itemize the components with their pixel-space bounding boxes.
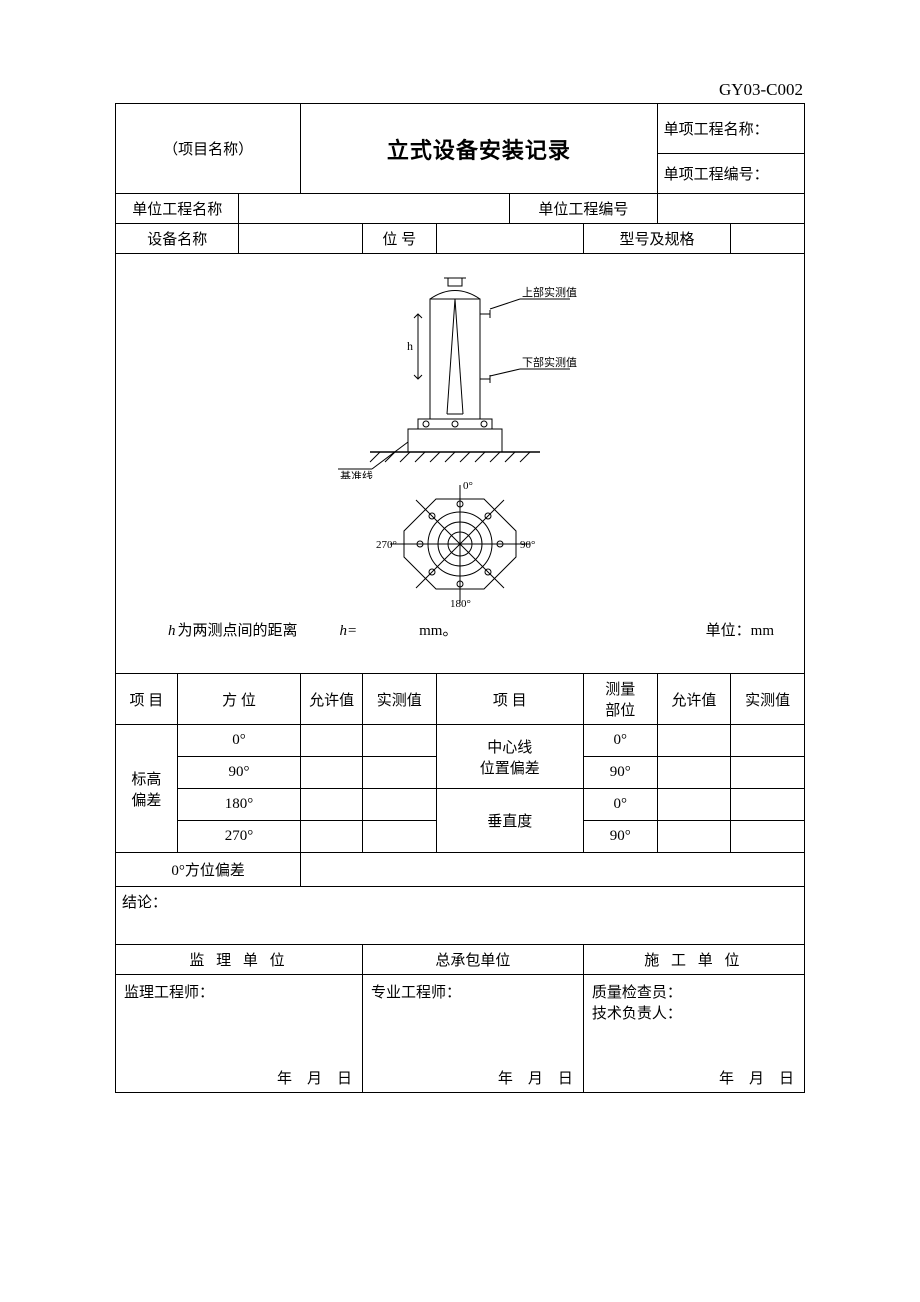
unit-code-value[interactable] [657, 194, 804, 224]
plan-diagram: 0° 90° 180° 270° [360, 479, 560, 609]
form-page: GY03-C002 （项目名称） 立式设备安装记录 单项工程名称： 单项工程编号… [0, 0, 920, 1153]
right-item1: 中心线 位置偏差 [436, 725, 583, 789]
th-allow2: 允许值 [657, 674, 731, 725]
part-r2-0: 0° [583, 789, 657, 821]
meas-0[interactable] [362, 725, 436, 757]
orient-90: 90° [177, 757, 300, 789]
angle-90: 90° [520, 539, 535, 551]
footer-h2: 总承包单位 [362, 945, 583, 975]
right-item2: 垂直度 [436, 789, 583, 853]
date-2[interactable]: 年 月 日 [362, 1063, 583, 1093]
allow-180[interactable] [301, 789, 363, 821]
project-name-cell: （项目名称） [116, 104, 301, 194]
datum-label: 基准线 [340, 469, 373, 479]
meas-r2-0[interactable] [731, 789, 805, 821]
conclusion-label: 结论： [122, 895, 167, 911]
h-label: h [407, 339, 413, 353]
tag-label: 位 号 [362, 224, 436, 254]
sig-contractor-label: 专业工程师： [371, 985, 461, 1001]
diagram-cell: 上部实测值 下部实测值 h 基准线 [116, 254, 805, 674]
th-meas2: 实测值 [731, 674, 805, 725]
vessel-diagram: 上部实测值 下部实测值 h 基准线 [310, 264, 610, 479]
meas-270[interactable] [362, 821, 436, 853]
meas-180[interactable] [362, 789, 436, 821]
allow-270[interactable] [301, 821, 363, 853]
unit-name-value[interactable] [239, 194, 510, 224]
equip-name-label: 设备名称 [116, 224, 239, 254]
allow-r1-90[interactable] [657, 757, 731, 789]
document-code: GY03-C002 [115, 80, 805, 100]
date-3[interactable]: 年 月 日 [583, 1063, 804, 1093]
lower-meas-label: 下部实测值 [522, 355, 577, 369]
footer-h1: 监 理 单 位 [116, 945, 363, 975]
orient-0: 0° [177, 725, 300, 757]
sig-tech-label: 技术负责人： [592, 1002, 796, 1023]
th-project: 项 目 [116, 674, 178, 725]
th-allow: 允许值 [301, 674, 363, 725]
sig-qc-label: 质量检查员： [592, 981, 796, 1002]
angle-180: 180° [450, 598, 471, 609]
model-value[interactable] [731, 224, 805, 254]
angle-0: 0° [463, 480, 473, 492]
meas-r1-90[interactable] [731, 757, 805, 789]
allow-90[interactable] [301, 757, 363, 789]
allow-r2-90[interactable] [657, 821, 731, 853]
meas-r2-90[interactable] [731, 821, 805, 853]
unit-code-label: 单位工程编号 [510, 194, 657, 224]
subproject-name-label: 单项工程名称： [657, 104, 804, 154]
allow-r2-0[interactable] [657, 789, 731, 821]
meas-r1-0[interactable] [731, 725, 805, 757]
tag-value[interactable] [436, 224, 583, 254]
upper-meas-label: 上部实测值 [522, 285, 577, 299]
zero-dev-label: 0°方位偏差 [116, 853, 301, 887]
main-table: （项目名称） 立式设备安装记录 单项工程名称： 单项工程编号： 单位工程名称 单… [115, 103, 805, 1093]
sig-supervisor-label: 监理工程师： [124, 985, 214, 1001]
unit-label: 单位：mm [706, 619, 774, 640]
diagram-note: h 为两测点间的距离 h= mm。 单位：mm [116, 609, 804, 654]
zero-dev-value[interactable] [301, 853, 805, 887]
conclusion-cell[interactable]: 结论： [116, 887, 805, 945]
note-eq: h= [340, 623, 358, 640]
allow-r1-0[interactable] [657, 725, 731, 757]
part-r2-90: 90° [583, 821, 657, 853]
form-title: 立式设备安装记录 [301, 104, 657, 194]
subproject-code-label: 单项工程编号： [657, 154, 804, 194]
angle-270: 270° [376, 539, 397, 551]
part-r1-0: 0° [583, 725, 657, 757]
note-mm: mm。 [419, 619, 457, 640]
sig-builder[interactable]: 质量检查员： 技术负责人： [583, 975, 804, 1063]
orient-270: 270° [177, 821, 300, 853]
meas-90[interactable] [362, 757, 436, 789]
unit-name-label: 单位工程名称 [116, 194, 239, 224]
part-r1-90: 90° [583, 757, 657, 789]
orient-180: 180° [177, 789, 300, 821]
equip-name-value[interactable] [239, 224, 362, 254]
allow-0[interactable] [301, 725, 363, 757]
sig-supervisor[interactable]: 监理工程师： [116, 975, 363, 1063]
note-mid: 为两测点间的距离 [178, 619, 298, 640]
footer-h3: 施 工 单 位 [583, 945, 804, 975]
model-label: 型号及规格 [583, 224, 730, 254]
th-part: 测量 部位 [583, 674, 657, 725]
date-1[interactable]: 年 月 日 [116, 1063, 363, 1093]
th-meas: 实测值 [362, 674, 436, 725]
note-h: h [168, 623, 176, 640]
th-project2: 项 目 [436, 674, 583, 725]
sig-contractor[interactable]: 专业工程师： [362, 975, 583, 1063]
th-orient: 方 位 [177, 674, 300, 725]
left-item: 标高 偏差 [116, 725, 178, 853]
